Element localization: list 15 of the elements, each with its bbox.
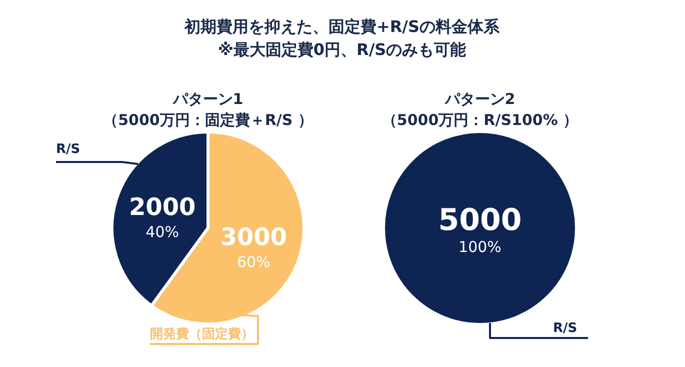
text: 100%: [458, 238, 502, 256]
data-label: 5000: [438, 203, 522, 238]
data-label: 2000: [128, 193, 196, 222]
text: ※最大固定費0円、R/Sのみも可能: [218, 40, 466, 59]
text: 60%: [236, 252, 270, 271]
text: （5000万円：固定費＋R/S ）: [103, 111, 313, 129]
text: パターン1: [172, 90, 244, 108]
slice-label: 開発費（固定費）: [150, 326, 254, 342]
text: パターン2: [444, 90, 516, 108]
slice-label: R/S: [553, 321, 578, 336]
text: 初期費用を抑えた、固定費+R/Sの料金体系: [183, 17, 501, 36]
data-label: 3000: [220, 222, 288, 251]
text: （5000万円：R/S100% ）: [382, 111, 578, 129]
slice-label: R/S: [56, 142, 80, 157]
text: 40%: [146, 223, 180, 242]
